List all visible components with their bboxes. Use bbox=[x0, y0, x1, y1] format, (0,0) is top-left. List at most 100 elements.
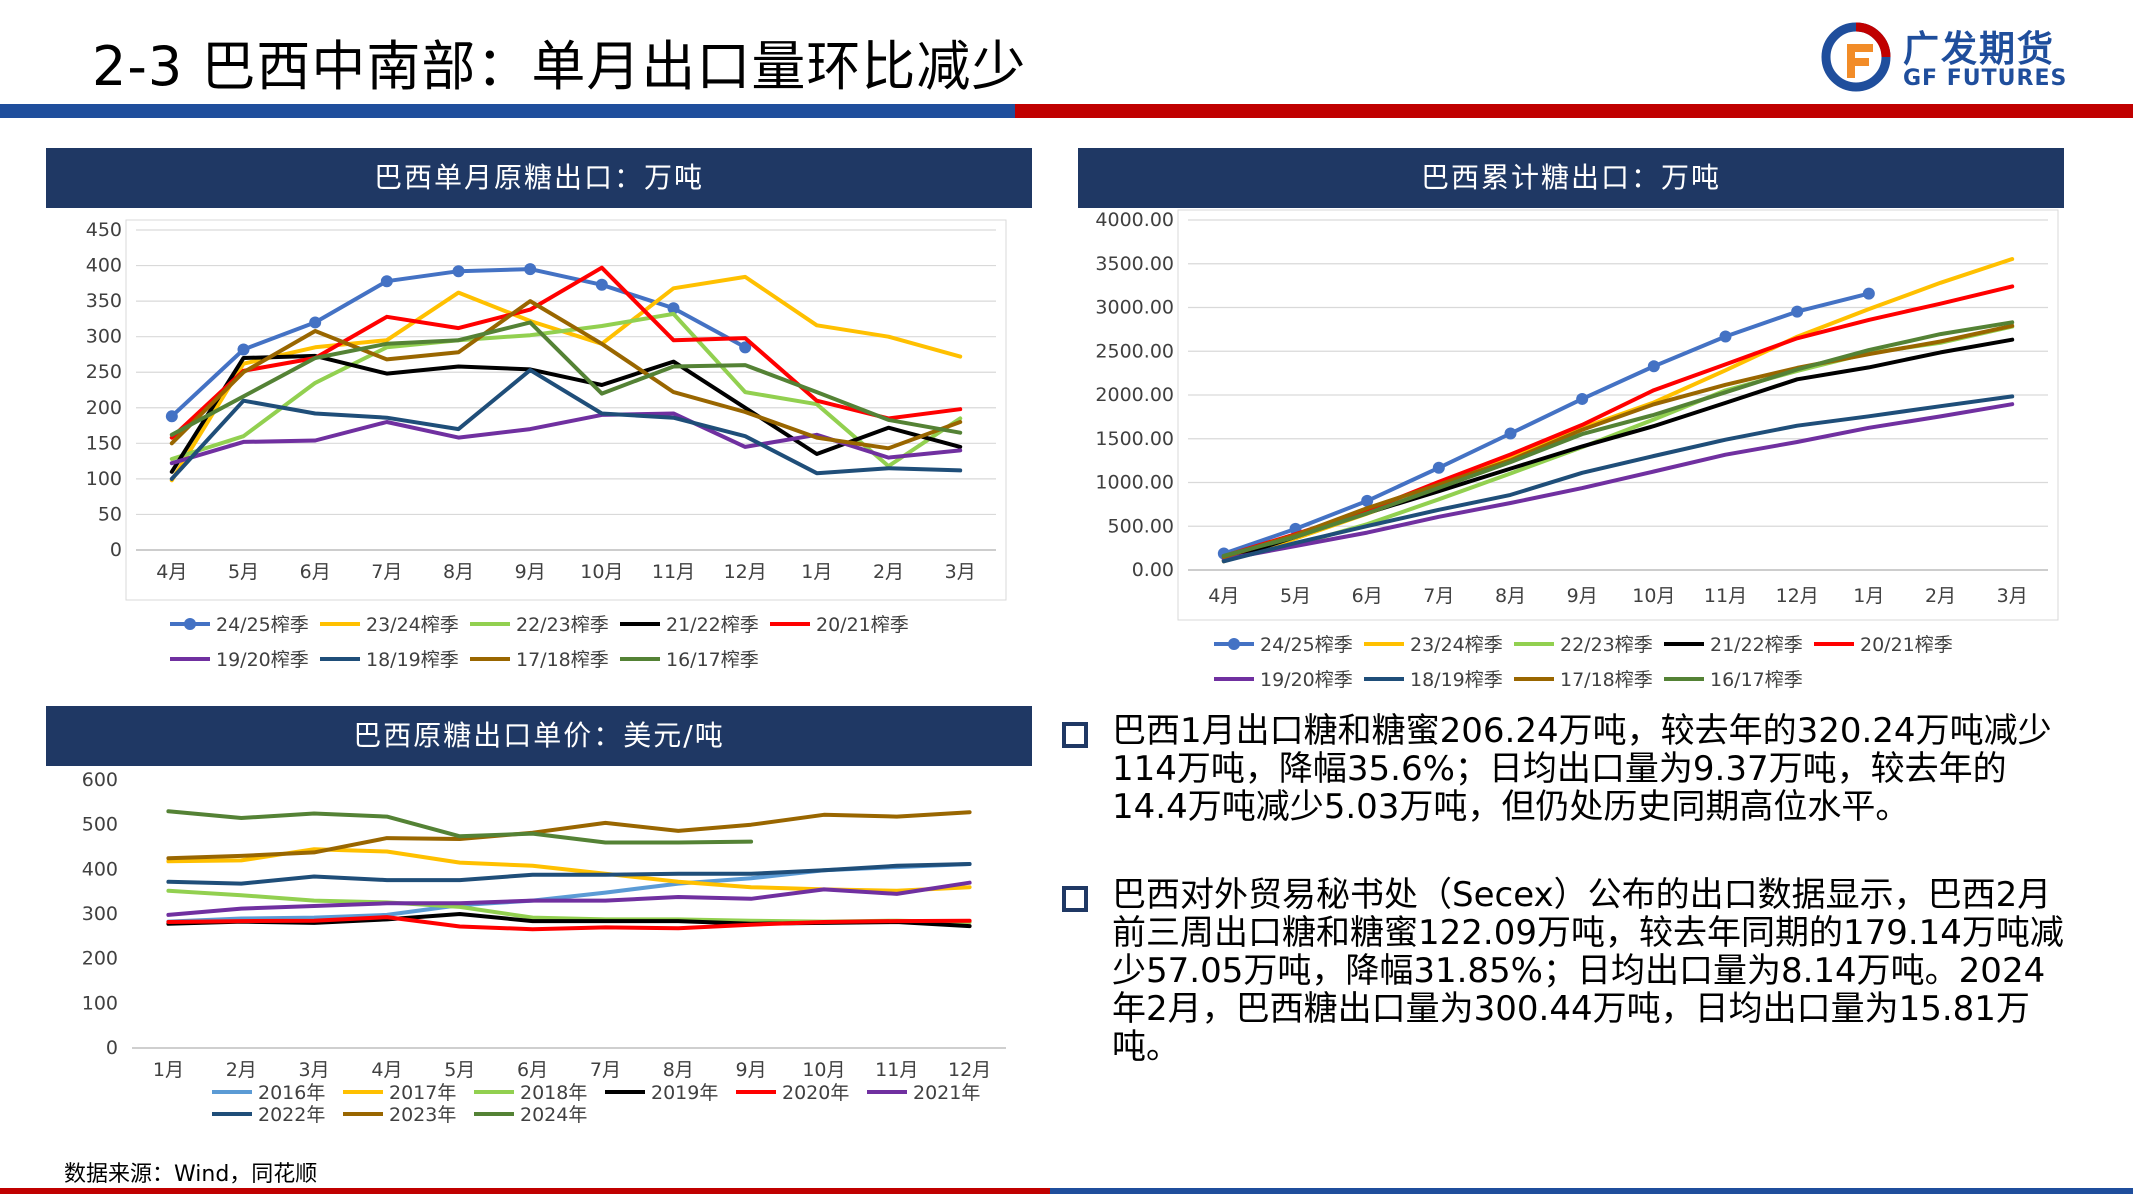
x-tick-label: 5月 bbox=[1280, 585, 1311, 607]
data-point bbox=[1791, 305, 1804, 318]
y-tick-label: 300 bbox=[82, 903, 118, 925]
x-tick-label: 5月 bbox=[228, 561, 259, 583]
x-tick-label: 3月 bbox=[1997, 585, 2028, 607]
legend-item: 2024年 bbox=[474, 1104, 587, 1126]
y-tick-label: 400 bbox=[86, 255, 122, 277]
data-point bbox=[452, 265, 465, 278]
y-tick-label: 3000.00 bbox=[1095, 297, 1174, 319]
y-tick-label: 200 bbox=[82, 948, 118, 970]
series-line-8 bbox=[1221, 320, 2015, 558]
data-point bbox=[595, 278, 608, 291]
series-line-6 bbox=[1221, 394, 2015, 564]
legend-item: 2017年 bbox=[343, 1082, 456, 1104]
legend-item: 22/23榨季 bbox=[1514, 634, 1653, 656]
y-tick-label: 1500.00 bbox=[1095, 428, 1174, 450]
legend-label: 2020年 bbox=[782, 1082, 849, 1104]
data-point bbox=[1647, 360, 1660, 373]
data-point bbox=[1361, 494, 1374, 507]
legend-label: 20/21榨季 bbox=[1860, 634, 1953, 656]
legend-label: 19/20榨季 bbox=[1260, 669, 1353, 691]
y-tick-label: 200 bbox=[86, 397, 122, 419]
y-tick-label: 100 bbox=[82, 992, 118, 1014]
legend-item: 19/20榨季 bbox=[1214, 669, 1353, 691]
chart3-title: 巴西原糖出口单价：美元/吨 bbox=[46, 706, 1032, 766]
legend-item: 23/24榨季 bbox=[1364, 634, 1503, 656]
legend-label: 18/19榨季 bbox=[1410, 669, 1503, 691]
page-title: 2-3 巴西中南部：单月出口量环比减少 bbox=[92, 35, 1027, 98]
legend-label: 21/22榨季 bbox=[1710, 634, 1803, 656]
legend-label: 22/23榨季 bbox=[516, 614, 609, 636]
data-point bbox=[739, 341, 752, 354]
legend-item: 19/20榨季 bbox=[170, 649, 309, 671]
y-tick-label: 250 bbox=[86, 361, 122, 383]
series-line-5 bbox=[169, 411, 963, 466]
y-tick-label: 3500.00 bbox=[1095, 253, 1174, 275]
legend-item: 24/25榨季 bbox=[170, 614, 309, 636]
x-tick-label: 10月 bbox=[802, 1059, 845, 1081]
square-bullet-icon bbox=[1062, 886, 1088, 912]
series-line-0 bbox=[1221, 291, 1871, 556]
legend-item: 2023年 bbox=[343, 1104, 456, 1126]
bullet-1-text: 巴西1月出口糖和糖蜜206.24万吨，较去年的320.24万吨减少114万吨，降… bbox=[1112, 711, 2052, 827]
series-line-8 bbox=[166, 809, 754, 845]
legend-item: 16/17榨季 bbox=[1664, 669, 1803, 691]
y-tick-label: 2000.00 bbox=[1095, 384, 1174, 406]
legend-item: 2020年 bbox=[736, 1082, 849, 1104]
data-point bbox=[667, 302, 680, 315]
legend-item: 21/22榨季 bbox=[1664, 634, 1803, 656]
x-tick-label: 2月 bbox=[873, 561, 904, 583]
monthly-export-chart: 0 50 100 150 200 250 300 350 400 450 4月 5月 6月 7月 8月 9月 1… bbox=[86, 219, 1007, 671]
y-tick-label: 600 bbox=[82, 769, 118, 791]
y-tick-label: 50 bbox=[98, 503, 122, 525]
series-line-3 bbox=[169, 353, 963, 474]
legend-label: 17/18榨季 bbox=[1560, 669, 1653, 691]
x-tick-label: 3月 bbox=[299, 1059, 330, 1081]
x-tick-label: 10月 bbox=[580, 561, 623, 583]
x-tick-label: 8月 bbox=[443, 561, 474, 583]
data-source: 数据来源：Wind，同花顺 bbox=[64, 1162, 318, 1187]
x-tick-label: 11月 bbox=[652, 561, 695, 583]
commentary: 巴西1月出口糖和糖蜜206.24万吨，较去年的320.24万吨减少114万吨，降… bbox=[1060, 712, 2070, 1116]
legend-item: 22/23榨季 bbox=[470, 614, 609, 636]
x-tick-label: 9月 bbox=[515, 561, 546, 583]
x-tick-label: 4月 bbox=[1208, 585, 1239, 607]
x-tick-label: 3月 bbox=[945, 561, 976, 583]
data-point bbox=[1576, 392, 1589, 405]
x-tick-label: 6月 bbox=[1352, 585, 1383, 607]
legend-label: 2019年 bbox=[651, 1082, 718, 1104]
chart1-title: 巴西单月原糖出口：万吨 bbox=[46, 148, 1032, 208]
legend-item: 20/21榨季 bbox=[770, 614, 909, 636]
x-tick-label: 6月 bbox=[300, 561, 331, 583]
data-point bbox=[1719, 330, 1732, 343]
legend-item: 24/25榨季 bbox=[1214, 634, 1353, 656]
legend-label: 23/24榨季 bbox=[366, 614, 459, 636]
x-tick-label: 12月 bbox=[948, 1059, 991, 1081]
legend-item: 20/21榨季 bbox=[1814, 634, 1953, 656]
x-tick-label: 1月 bbox=[153, 1059, 184, 1081]
legend-label: 16/17榨季 bbox=[666, 649, 759, 671]
data-point bbox=[1862, 287, 1875, 300]
cumulative-export-chart: 0.00 500.00 1000.00 1500.00 2000.00 2500.00 30… bbox=[1095, 209, 2059, 691]
y-tick-label: 100 bbox=[86, 468, 122, 490]
y-tick-label: 500.00 bbox=[1108, 515, 1174, 537]
legend-item: 21/22榨季 bbox=[620, 614, 759, 636]
square-bullet-icon bbox=[1062, 722, 1088, 748]
bullet-1: 巴西1月出口糖和糖蜜206.24万吨，较去年的320.24万吨减少114万吨，降… bbox=[1060, 712, 2070, 826]
legend-label: 18/19榨季 bbox=[366, 649, 459, 671]
x-tick-label: 4月 bbox=[371, 1059, 402, 1081]
legend-label: 2023年 bbox=[389, 1104, 456, 1126]
data-point bbox=[1432, 461, 1445, 474]
legend-label: 2018年 bbox=[520, 1082, 587, 1104]
gf-logo-icon bbox=[1821, 22, 1891, 92]
legend-label: 21/22榨季 bbox=[666, 614, 759, 636]
y-tick-label: 350 bbox=[86, 290, 122, 312]
x-tick-label: 4月 bbox=[156, 561, 187, 583]
series-line-8 bbox=[169, 320, 963, 437]
x-tick-label: 1月 bbox=[1853, 585, 1884, 607]
legend-label: 24/25榨季 bbox=[216, 614, 309, 636]
series-line-7 bbox=[169, 299, 963, 451]
x-tick-label: 5月 bbox=[444, 1059, 475, 1081]
legend-item: 2021年 bbox=[867, 1082, 980, 1104]
legend-item: 17/18榨季 bbox=[1514, 669, 1653, 691]
x-tick-label: 7月 bbox=[1423, 585, 1454, 607]
